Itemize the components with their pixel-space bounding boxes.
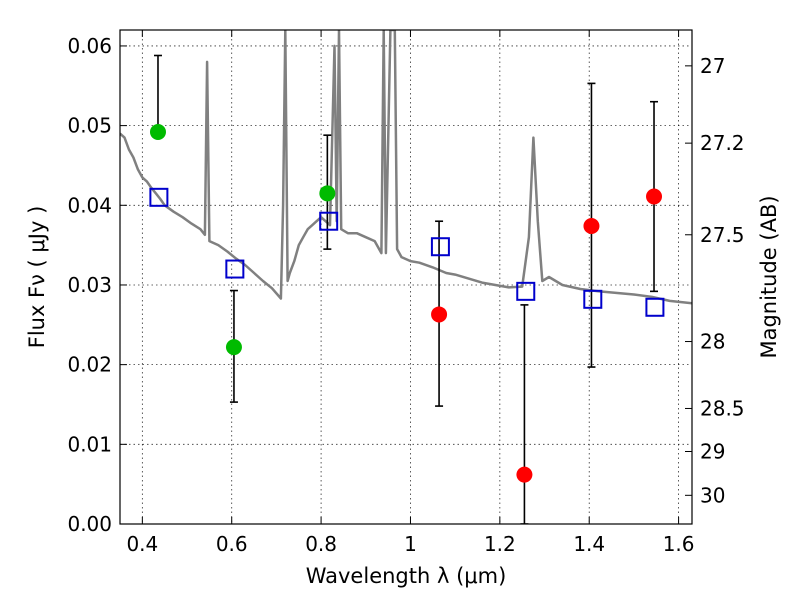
y2-ticks: 27 27.2 27.5 28 28.5 29 30 [685,54,745,507]
model-photometry-points [149,187,665,317]
model-spectrum-line [120,30,692,305]
observed-point [646,188,663,205]
y-tick-label: 0.03 [67,273,112,297]
y2-tick-label: 27.2 [700,131,745,155]
observed-point [516,466,533,483]
y-tick-label: 0.06 [67,34,112,58]
model-photometry-point [225,259,245,279]
y2-tick-label: 28.5 [700,396,745,420]
model-photometry-point [149,187,169,207]
plot-frame [119,29,693,525]
x-tick-label: 0.4 [126,532,158,556]
x-axis-label: Wavelength λ (μm) [306,564,507,588]
y-tick-label: 0.05 [67,114,112,138]
y-tick-label: 0.01 [67,432,112,456]
observed-point [225,339,242,356]
x-ticks: 0.4 0.6 0.8 1 1.2 1.4 1.6 [126,30,695,556]
observed-point [149,123,166,140]
x-tick-label: 1 [404,532,417,556]
y-tick-label: 0.02 [67,353,112,377]
model-photometry-point [516,281,536,301]
model-photometry-point [319,211,339,231]
y2-tick-label: 27.5 [700,223,745,247]
y2-tick-label: 29 [700,439,725,463]
y-ticks: 0.00 0.01 0.02 0.03 0.04 0.05 0.06 [67,34,127,536]
y-axis-label: Flux Fν ( μJy ) [25,206,49,349]
y-tick-label: 0.04 [67,193,112,217]
observed-point [431,306,448,323]
y2-axis-label: Magnitude (AB) [757,195,781,358]
observed-point [319,185,336,202]
y-tick-label: 0.00 [67,512,112,536]
model-spectrum [120,30,692,305]
x-tick-label: 0.8 [305,532,337,556]
x-tick-label: 1.4 [573,532,605,556]
model-photometry-point [583,289,603,309]
x-tick-label: 0.6 [216,532,248,556]
observed-point [583,218,600,235]
model-photometry-point [645,297,665,317]
y2-tick-label: 30 [700,483,725,507]
x-tick-label: 1.2 [484,532,516,556]
observed-points [149,123,663,483]
y2-tick-label: 28 [700,330,725,354]
model-photometry-point [430,237,450,257]
x-tick-label: 1.6 [663,532,695,556]
y2-tick-label: 27 [700,54,725,78]
